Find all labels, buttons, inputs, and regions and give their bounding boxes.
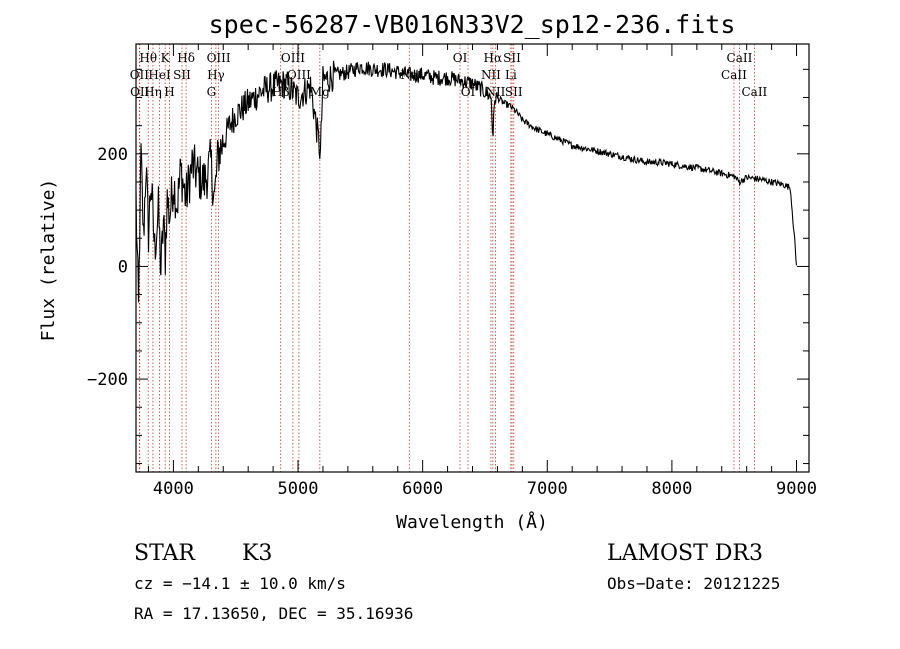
emission-line-label: SII bbox=[173, 68, 191, 82]
emission-line-label: HeI bbox=[148, 68, 171, 82]
y-tick-label: 200 bbox=[97, 145, 128, 165]
y-tick-label: −200 bbox=[87, 370, 128, 390]
emission-line-label: OII bbox=[130, 68, 150, 82]
survey-name: LAMOST DR3 bbox=[607, 541, 763, 566]
y-axis-ticks: −200 0 200 bbox=[87, 68, 809, 465]
x-tick-label: 5000 bbox=[278, 479, 319, 499]
emission-line-label: SII bbox=[505, 85, 523, 99]
coordinates: RA = 17.13650, DEC = 35.16936 bbox=[134, 604, 413, 623]
emission-line-label: Hδ bbox=[177, 51, 195, 65]
emission-line-label: OIII bbox=[207, 51, 231, 65]
redshift-info: cz = −14.1 ± 10.0 km/s bbox=[134, 574, 346, 593]
emission-line-label: Li bbox=[505, 68, 517, 82]
emission-line-label: OII bbox=[130, 85, 150, 99]
emission-line-label: Hθ bbox=[139, 51, 157, 65]
emission-line-label: OIII bbox=[281, 51, 305, 65]
emission-line-label: Mg bbox=[310, 85, 330, 99]
emission-line-label: Hα bbox=[484, 51, 503, 65]
x-tick-label: 4000 bbox=[153, 479, 194, 499]
emission-line-label: CaII bbox=[741, 85, 767, 99]
emission-line-label: OIII bbox=[287, 68, 311, 82]
emission-line-label: G bbox=[207, 85, 217, 99]
emission-line-label: Hγ bbox=[207, 68, 225, 82]
chart-title: spec-56287-VB016N33V2_sp12-236.fits bbox=[209, 10, 736, 39]
emission-line-markers bbox=[138, 44, 755, 472]
x-axis-ticks: 4000 5000 6000 7000 8000 9000 bbox=[147, 44, 817, 499]
plot-frame bbox=[135, 43, 810, 473]
obs-date: Obs−Date: 20121225 bbox=[607, 574, 780, 593]
object-subclass: K3 bbox=[242, 541, 272, 566]
emission-line-label: Hη bbox=[144, 85, 162, 99]
emission-line-label: OI bbox=[453, 51, 468, 65]
y-tick-label: 0 bbox=[118, 257, 128, 277]
x-tick-label: 6000 bbox=[402, 479, 443, 499]
x-axis-label: Wavelength (Å) bbox=[396, 511, 548, 533]
emission-line-label: H bbox=[164, 85, 174, 99]
emission-line-label: SII bbox=[503, 51, 521, 65]
emission-line-label: NII bbox=[481, 68, 501, 82]
emission-line-label: K bbox=[161, 51, 171, 65]
x-tick-label: 7000 bbox=[527, 479, 568, 499]
emission-line-label: CaII bbox=[727, 51, 753, 65]
object-class: STAR bbox=[134, 541, 196, 566]
spectrum-line bbox=[135, 60, 798, 303]
emission-line-label: CaII bbox=[721, 68, 747, 82]
y-axis-label: Flux (relative) bbox=[38, 179, 59, 342]
x-tick-label: 9000 bbox=[776, 479, 817, 499]
x-tick-label: 8000 bbox=[651, 479, 692, 499]
